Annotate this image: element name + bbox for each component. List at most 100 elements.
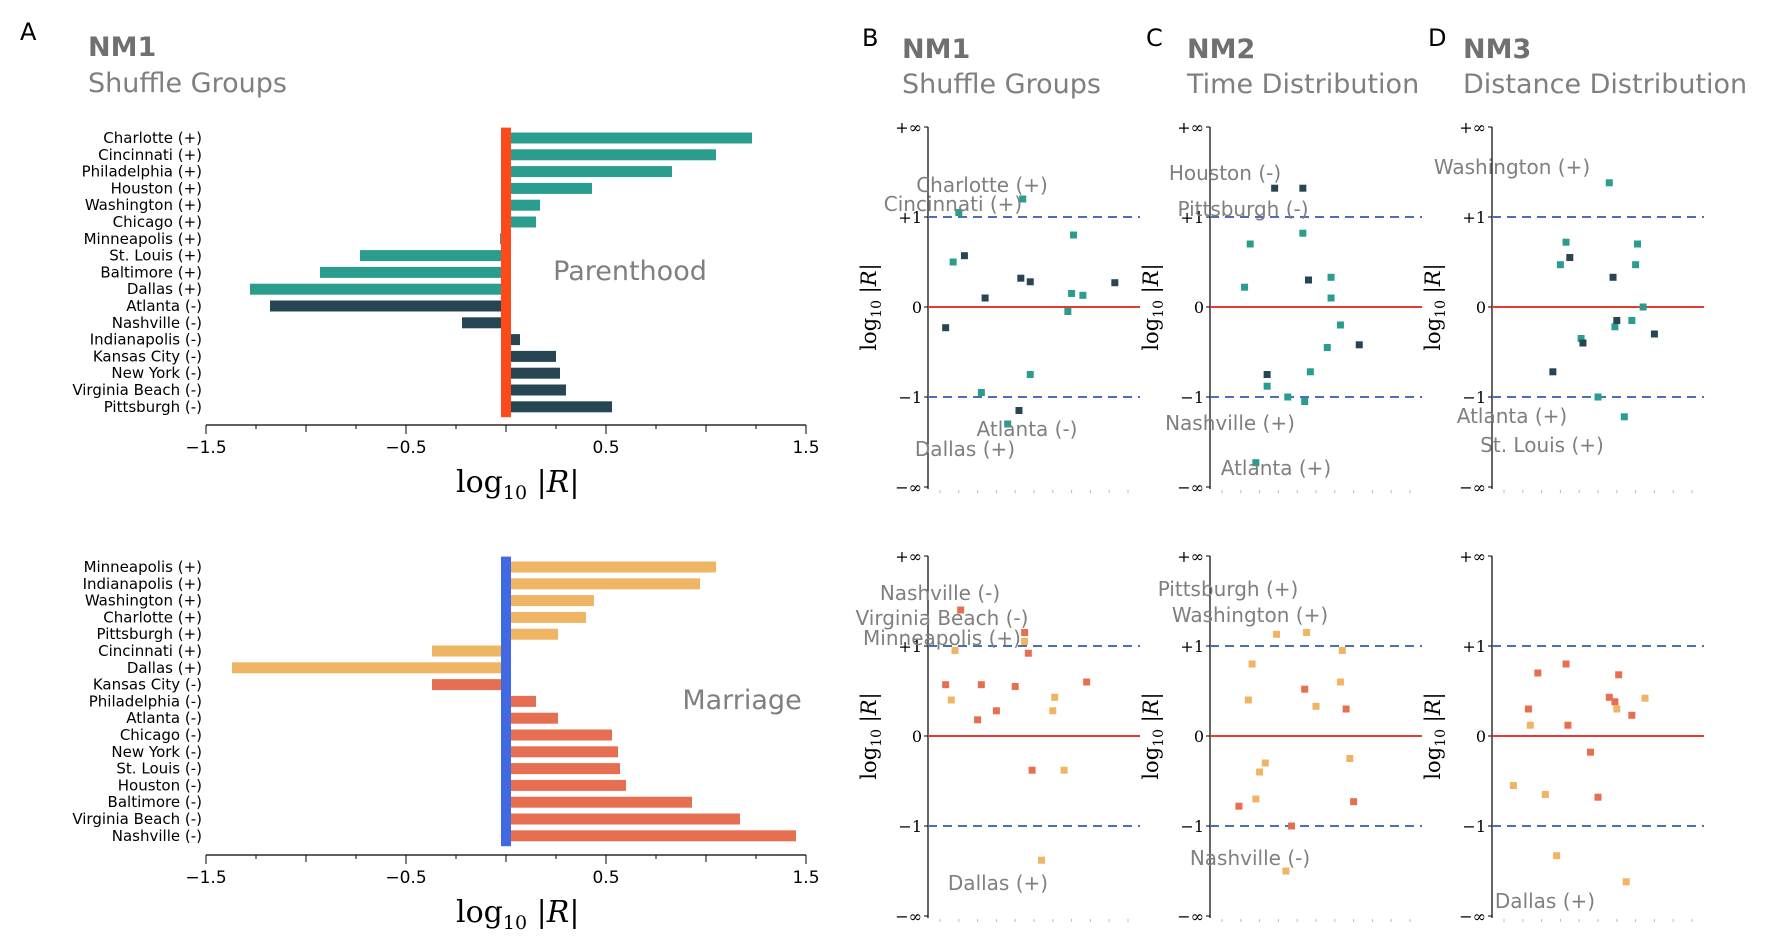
marriage-bar (506, 813, 740, 825)
nm1-parenthood-scatter-y-tick-label: −∞ (895, 478, 922, 497)
nm1-parenthood-scatter-annotation: Charlotte (+) (916, 173, 1048, 197)
parenthood-bar (506, 334, 520, 346)
nm2-parenthood-scatter-annotation: Atlanta (+) (1221, 456, 1331, 480)
marriage-category-label: Indianapolis (+) (83, 575, 202, 593)
nm2-marriage-scatter-point (1248, 660, 1256, 668)
panel-d-model: NM3 (1463, 34, 1531, 65)
nm2-marriage-scatter-point (1342, 705, 1350, 713)
parenthood-category-label: Washington (+) (85, 196, 202, 214)
parenthood-bar (462, 317, 506, 329)
nm2-parenthood-scatter-point (1263, 371, 1271, 378)
marriage-category-label: New York (-) (111, 743, 202, 761)
nm3-marriage-scatter-point (1562, 660, 1570, 668)
nm1-parenthood-scatter-point (977, 389, 985, 396)
parenthood-category-label: Nashville (-) (112, 314, 202, 332)
nm3-parenthood-scatter-y-axis-label: log10 |R| (1421, 263, 1449, 350)
nm2-parenthood-scatter-point (1304, 276, 1312, 284)
nm1-parenthood-scatter-point (1064, 308, 1072, 315)
parenthood-bar (506, 216, 536, 228)
nm2-marriage-scatter-point (1301, 685, 1309, 693)
marriage-category-label: Minneapolis (+) (84, 558, 202, 576)
nm1-parenthood-scatter-point (1068, 290, 1076, 297)
nm1-marriage-scatter-y-tick-label: 0 (912, 727, 922, 746)
nm1-parenthood-scatter-point (1017, 274, 1025, 282)
nm3-marriage-scatter-y-tick-label: 0 (1476, 727, 1486, 746)
nm2-parenthood-scatter-annotation: Pittsburgh (-) (1177, 197, 1308, 221)
panel-b-subtitle: Shuffle Groups (902, 69, 1101, 100)
nm1-marriage-scatter-point (1049, 707, 1057, 715)
parenthood-bar (506, 367, 560, 379)
marriage-bar (506, 578, 700, 590)
nm3-parenthood-scatter-y-tick-label: −∞ (1459, 478, 1486, 497)
nm1-marriage-scatter-point (1011, 683, 1019, 690)
nm2-marriage-scatter-point (1282, 867, 1290, 875)
nm1-marriage-scatter-point (1060, 766, 1068, 774)
nm2-parenthood-scatter-point (1299, 184, 1307, 192)
nm3-parenthood-scatter-annotation: Washington (+) (1434, 155, 1590, 179)
marriage-bar (506, 628, 558, 640)
nm3-marriage-scatter-y-axis-label: log10 |R| (1421, 692, 1449, 779)
nm2-marriage-scatter-annotation: Nashville (-) (1190, 846, 1310, 870)
marriage-chart: Minneapolis (+)Indianapolis (+)Washingto… (72, 556, 820, 934)
marriage-category-label: Houston (-) (118, 776, 202, 794)
nm2-marriage-scatter-point (1261, 759, 1269, 767)
nm2-marriage-scatter-point (1303, 629, 1311, 636)
nm3-marriage-scatter-y-tick-label: −1 (1462, 817, 1486, 836)
nm3-parenthood-scatter-point (1628, 317, 1636, 324)
nm2-parenthood-scatter-point (1252, 459, 1260, 467)
nm3-marriage-scatter-point (1605, 693, 1613, 701)
nm3-parenthood-scatter-point (1577, 335, 1585, 342)
nm1-marriage-scatter-y-tick-label: +1 (898, 637, 922, 656)
nm3-parenthood-scatter-y-tick-label: −1 (1462, 388, 1486, 407)
nm3-parenthood-scatter-point (1613, 317, 1621, 324)
parenthood-category-label: New York (-) (111, 364, 202, 382)
nm1-parenthood-scatter-y-tick-label: +1 (898, 208, 922, 227)
nm1-marriage-scatter-point (992, 707, 1000, 715)
nm1-parenthood-scatter-point (981, 294, 989, 302)
nm1-marriage-scatter-point (1021, 629, 1029, 636)
parenthood-zero-reference (501, 127, 511, 418)
marriage-bar (506, 830, 796, 842)
nm1-marriage-scatter-point (1051, 693, 1059, 701)
nm2-parenthood-scatter-point (1284, 393, 1292, 401)
nm1-marriage-scatter-y-tick-label: −∞ (895, 907, 922, 926)
parenthood-bar (506, 132, 752, 144)
nm3-marriage-scatter-point (1509, 782, 1517, 789)
nm1-marriage-scatter-point (977, 681, 985, 689)
nm1-parenthood-scatter-point (1026, 371, 1034, 378)
parenthood-category-label: Philadelphia (+) (82, 163, 202, 181)
marriage-category-label: Chicago (-) (120, 726, 202, 744)
parenthood-chart: Charlotte (+)Cincinnati (+)Philadelphia … (72, 127, 820, 504)
marriage-bar (506, 712, 558, 724)
nm2-parenthood-scatter-point (1327, 294, 1335, 302)
nm2-parenthood-scatter-point (1241, 283, 1249, 291)
parenthood-bar (506, 199, 540, 211)
marriage-category-label: Atlanta (-) (126, 709, 202, 727)
panel-a-subtitle: Shuffle Groups (88, 68, 287, 99)
nm2-parenthood-scatter-point (1355, 341, 1363, 349)
nm1-parenthood-scatter-y-tick-label: 0 (912, 298, 922, 317)
parenthood-category-label: Houston (+) (111, 179, 202, 197)
nm3-marriage-scatter-point (1586, 748, 1594, 756)
nm2-marriage-scatter-y-tick-label: −1 (1180, 817, 1204, 836)
nm2-marriage-scatter-point (1336, 678, 1344, 686)
parenthood-category-label: Charlotte (+) (103, 129, 202, 147)
nm1-marriage-scatter-annotation: Virginia Beach (-) (856, 606, 1029, 630)
nm1-marriage-scatter-point (1038, 856, 1046, 864)
parenthood-category-label: Indianapolis (-) (90, 331, 202, 349)
nm3-parenthood-scatter-annotation: St. Louis (+) (1480, 433, 1604, 457)
marriage-category-label: Nashville (-) (112, 827, 202, 845)
nm3-marriage-scatter-y-tick-label: +1 (1462, 637, 1486, 656)
panel-a-letter: A (20, 18, 37, 46)
nm2-marriage-scatter-point (1252, 795, 1260, 803)
panel-a-model: NM1 (88, 32, 156, 63)
nm2-marriage-scatter-y-tick-label: 0 (1194, 727, 1204, 746)
marriage-category-label: St. Louis (-) (116, 760, 202, 778)
nm3-marriage-scatter-point (1553, 852, 1561, 860)
marriage-bar (506, 763, 620, 775)
nm3-marriage-scatter-y-tick-label: −∞ (1459, 907, 1486, 926)
marriage-category-label: Dallas (+) (127, 659, 202, 677)
nm1-parenthood-scatter-point (960, 252, 968, 260)
parenthood-category-label: Kansas City (-) (93, 347, 202, 365)
